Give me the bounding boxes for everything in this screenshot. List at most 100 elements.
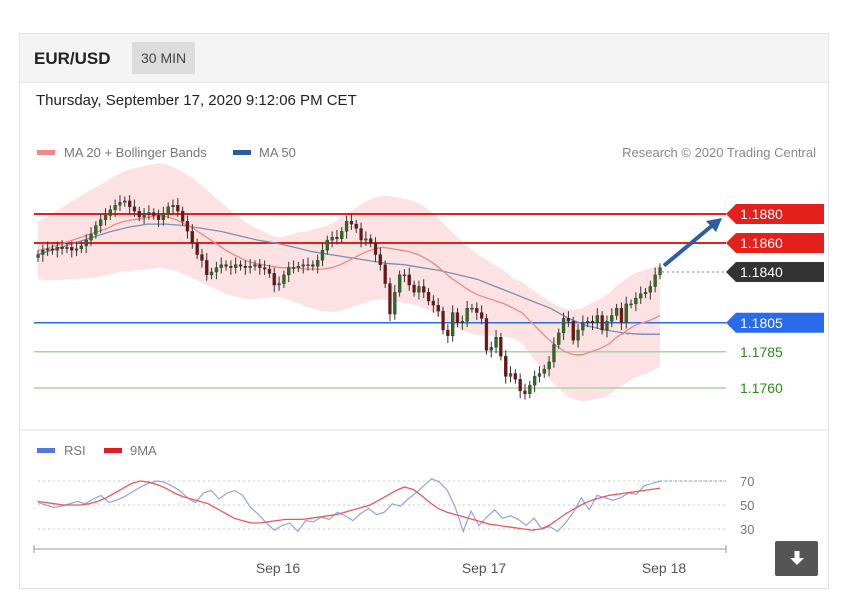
candle-body xyxy=(79,245,84,249)
candle-body xyxy=(542,368,546,374)
candle-body xyxy=(171,205,175,208)
download-button[interactable] xyxy=(775,541,818,576)
x-tick-label: Sep 16 xyxy=(256,560,301,576)
ma20-legend-swatch xyxy=(37,150,55,155)
candle-body xyxy=(600,315,604,331)
candle-body xyxy=(489,347,493,351)
candle-body xyxy=(118,202,122,206)
instrument-symbol: EUR/USD xyxy=(34,49,111,68)
candle-body xyxy=(349,220,354,225)
current-price-tag xyxy=(726,262,824,282)
rsi-legend-label: RSI xyxy=(64,443,86,458)
candle-body xyxy=(277,283,281,286)
candle-body xyxy=(634,297,638,305)
candle-body xyxy=(590,321,595,323)
x-tick-label: Sep 18 xyxy=(642,560,687,576)
candle-body xyxy=(499,337,503,357)
candle-body xyxy=(537,373,542,377)
candle-body xyxy=(504,355,508,377)
candle-body xyxy=(629,303,633,306)
candle-body xyxy=(373,242,378,255)
rsi-legend-swatch xyxy=(37,448,55,453)
candle-body xyxy=(624,303,628,323)
research-credit: Research © 2020 Trading Central xyxy=(622,145,816,160)
rsi-line xyxy=(37,477,661,534)
candle-body xyxy=(359,228,363,241)
candle-body xyxy=(137,210,141,218)
candle-body xyxy=(55,247,59,251)
current-price-tag-label: 1.1840 xyxy=(740,264,783,280)
candle-body xyxy=(658,267,662,276)
chart-header: EUR/USD 30 MIN xyxy=(20,34,828,83)
ma20-line xyxy=(37,214,661,356)
candle-body xyxy=(523,390,527,394)
candle-body xyxy=(576,329,580,341)
rsi-ma9-line xyxy=(37,480,661,531)
pivot-price-tag-label: 1.1805 xyxy=(740,315,783,331)
candle-body xyxy=(108,209,113,216)
rsi-tick-label: 70 xyxy=(740,474,754,489)
candle-body xyxy=(229,266,233,268)
candle-body xyxy=(291,267,296,269)
candle-body xyxy=(70,247,74,251)
bollinger-band xyxy=(38,163,660,402)
candle-body xyxy=(643,292,648,294)
candle-body xyxy=(518,379,522,392)
candle-body xyxy=(282,274,286,284)
resistance-price-tag xyxy=(726,233,824,253)
candle-body xyxy=(89,234,93,241)
candle-body xyxy=(41,249,45,255)
rsi-tick-label: 50 xyxy=(740,498,754,513)
candle-body xyxy=(465,308,469,322)
candle-body xyxy=(340,231,344,239)
candle-body xyxy=(364,238,368,241)
candle-body xyxy=(436,305,440,312)
candle-body xyxy=(238,264,243,267)
candle-body xyxy=(383,264,387,284)
candle-body xyxy=(446,329,450,337)
candle-body xyxy=(142,213,146,218)
ma9-legend-swatch xyxy=(104,448,122,453)
candle-body xyxy=(195,242,199,255)
candle-body xyxy=(60,247,64,249)
candle-body xyxy=(407,274,411,286)
candle-body xyxy=(156,215,161,220)
chart-card: EUR/USD 30 MIN xyxy=(19,33,829,589)
candle-body xyxy=(296,266,300,268)
candle-body xyxy=(103,215,108,220)
resistance-price-tag-label: 1.1860 xyxy=(740,235,783,251)
candle-body xyxy=(214,267,219,273)
candle-body xyxy=(417,286,421,293)
candle-body xyxy=(205,260,209,276)
candle-body xyxy=(441,310,445,331)
candle-body xyxy=(344,220,349,232)
projection-arrow-head xyxy=(706,218,722,232)
candle-body xyxy=(335,236,339,239)
candle-body xyxy=(369,238,373,244)
rsi-tick-label: 30 xyxy=(740,522,754,537)
candle-body xyxy=(484,318,489,351)
candle-body xyxy=(330,236,334,241)
candle-body xyxy=(494,337,498,348)
candle-body xyxy=(571,321,575,341)
support-level-label: 1.1785 xyxy=(740,344,783,360)
candle-body xyxy=(412,284,416,293)
candle-body xyxy=(185,220,190,232)
candle-body xyxy=(508,373,513,377)
timeframe-button[interactable]: 30 MIN xyxy=(132,42,196,74)
candle-body xyxy=(378,254,382,265)
candle-body xyxy=(74,248,79,251)
candle-body xyxy=(586,321,590,323)
candle-body xyxy=(272,273,276,286)
candle-body xyxy=(451,312,455,337)
candle-body xyxy=(460,321,464,323)
ma20-legend-label: MA 20 + Bollinger Bands xyxy=(64,145,207,160)
candle-body xyxy=(393,292,397,315)
candle-body xyxy=(224,264,228,267)
candle-body xyxy=(455,312,460,323)
candle-body xyxy=(200,254,204,261)
ma9-legend-label: 9MA xyxy=(130,443,157,458)
candle-body xyxy=(243,266,247,268)
candle-body xyxy=(581,322,585,331)
